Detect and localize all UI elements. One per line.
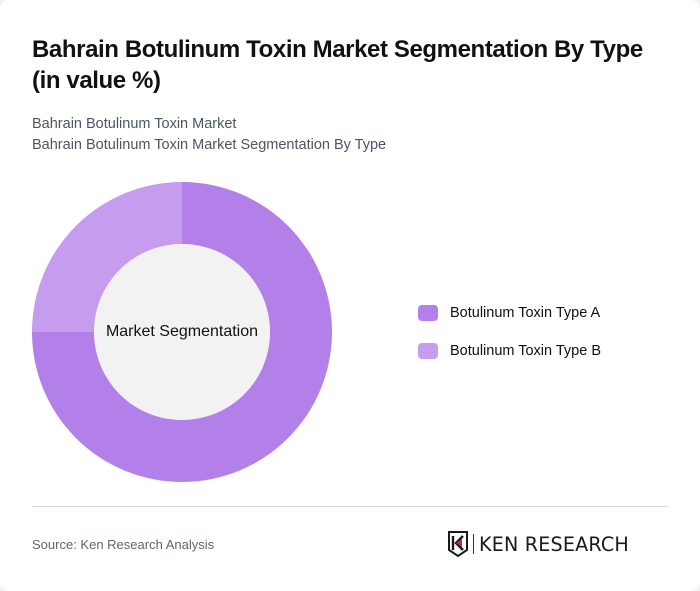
- breadcrumb: Bahrain Botulinum Toxin Market Bahrain B…: [32, 114, 386, 156]
- donut-slice-type-a[interactable]: [32, 182, 332, 482]
- subtitle-market: Bahrain Botulinum Toxin Market: [32, 116, 237, 132]
- donut-hole: [94, 244, 270, 420]
- source-note: Source: Ken Research Analysis: [32, 537, 215, 552]
- donut-slice-type-b[interactable]: [32, 182, 182, 332]
- legend-swatch-type-b: [418, 343, 438, 359]
- legend-swatch-type-a: [418, 305, 438, 321]
- legend-label-type-a: Botulinum Toxin Type A: [450, 305, 601, 321]
- subtitle-segmentation: Bahrain Botulinum Toxin Market Segmentat…: [32, 137, 387, 153]
- legend-item-type-a[interactable]: Botulinum Toxin Type A: [418, 302, 601, 324]
- ken-research-logo: KEN RESEARCH: [447, 530, 632, 558]
- logo-separator: [473, 534, 474, 554]
- donut-chart: [32, 182, 332, 482]
- chart-legend: Botulinum Toxin Type A Botulinum Toxin T…: [418, 302, 601, 378]
- legend-item-type-b[interactable]: Botulinum Toxin Type B: [418, 340, 601, 362]
- ken-research-logo-icon: [448, 531, 468, 557]
- footer-divider: [32, 506, 668, 507]
- legend-label-type-b: Botulinum Toxin Type B: [450, 343, 601, 359]
- page-title: Bahrain Botulinum Toxin Market Segmentat…: [32, 36, 643, 94]
- logo-text: KEN RESEARCH: [479, 532, 630, 556]
